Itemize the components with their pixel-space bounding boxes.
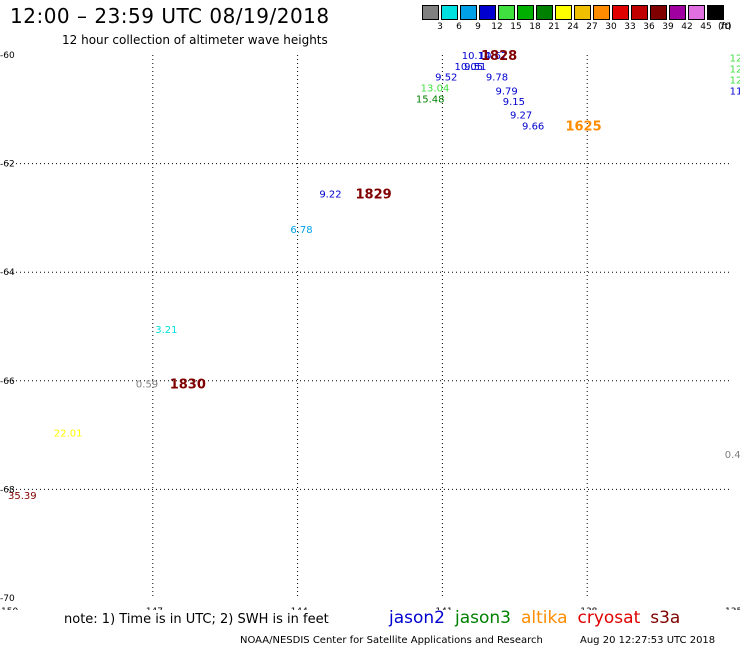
legend-item-jason3: jason3 bbox=[455, 608, 511, 628]
color-scale-swatch bbox=[631, 5, 648, 20]
chart-subtitle: 12 hour collection of altimeter wave hei… bbox=[62, 33, 328, 47]
wave-height-label: 9.22 bbox=[319, 189, 341, 200]
legend-item-cryosat: cryosat bbox=[577, 608, 641, 628]
wave-height-label: 9.66 bbox=[522, 122, 544, 133]
color-scale-label: 30 bbox=[605, 22, 617, 32]
wave-height-label: 9.78 bbox=[486, 73, 508, 84]
color-scale-unit: (ft) bbox=[718, 22, 732, 32]
x-tick-label: -144 bbox=[287, 607, 308, 610]
color-scale-label: 15 bbox=[510, 22, 522, 32]
wave-height-label: 22.01 bbox=[54, 428, 83, 439]
y-tick-label: -70 bbox=[0, 594, 15, 604]
color-scale-swatch bbox=[422, 5, 439, 20]
wave-height-label: 9.79 bbox=[495, 86, 517, 97]
y-tick-label: -66 bbox=[0, 377, 15, 387]
pass-time-label: 1830 bbox=[170, 378, 206, 393]
color-scale-label: 24 bbox=[567, 22, 579, 32]
y-tick-label: -60 bbox=[0, 51, 15, 61]
color-scale-label: 70 bbox=[719, 22, 731, 32]
color-scale-swatch bbox=[593, 5, 610, 20]
color-scale-label: 18 bbox=[529, 22, 541, 32]
color-scale-swatch bbox=[650, 5, 667, 20]
color-scale-label: 33 bbox=[624, 22, 636, 32]
chart-title: 12:00 – 23:59 UTC 08/19/2018 bbox=[10, 4, 330, 28]
wave-height-label: 12.2 bbox=[730, 65, 740, 76]
color-scale-swatch bbox=[707, 5, 724, 20]
color-scale-label: 3 bbox=[437, 22, 443, 32]
color-scale-swatch bbox=[498, 5, 515, 20]
wave-height-label: 9.52 bbox=[435, 73, 457, 84]
color-scale-label: 45 bbox=[700, 22, 712, 32]
x-tick-label: -138 bbox=[577, 607, 598, 610]
x-tick-label: -147 bbox=[143, 607, 163, 610]
pass-time-label: 1829 bbox=[356, 187, 392, 202]
plot-area: -150 -147 -144 -141 -138 -135 -60 -62 -64 -66 -68 -… bbox=[0, 49, 740, 610]
y-tick-label: -68 bbox=[0, 485, 15, 495]
wave-height-label: 9.27 bbox=[510, 111, 532, 122]
color-scale-swatch bbox=[688, 5, 705, 20]
x-tick-label: -141 bbox=[432, 607, 452, 610]
color-scale-swatch bbox=[555, 5, 572, 20]
wave-height-label: 3.21 bbox=[155, 325, 177, 336]
color-scale-swatch bbox=[479, 5, 496, 20]
color-scale-label: 21 bbox=[548, 22, 560, 32]
color-scale-label: 12 bbox=[491, 22, 503, 32]
color-scale-label: 42 bbox=[681, 22, 693, 32]
wave-height-label: 15.48 bbox=[416, 94, 445, 105]
wave-height-label: 6.78 bbox=[290, 225, 312, 236]
wave-height-label: 11.47 bbox=[730, 86, 740, 97]
color-scale-label: 6 bbox=[456, 22, 462, 32]
wave-height-label: 0.59 bbox=[136, 380, 158, 391]
pass-time-label: 1625 bbox=[565, 120, 601, 135]
color-scale-swatch bbox=[574, 5, 591, 20]
color-scale-swatch bbox=[612, 5, 629, 20]
legend-item-altika: altika bbox=[521, 608, 568, 628]
wave-height-label: 13.04 bbox=[421, 84, 450, 95]
color-scale-swatch bbox=[460, 5, 477, 20]
color-scale-swatch bbox=[441, 5, 458, 20]
wave-height-label: 9.51 bbox=[464, 62, 486, 73]
color-scale-swatch bbox=[517, 5, 534, 20]
wave-height-label: 12.1 bbox=[730, 54, 740, 65]
color-scale-label: 39 bbox=[662, 22, 674, 32]
color-scale-swatch bbox=[536, 5, 553, 20]
y-tick-label: -62 bbox=[0, 160, 15, 170]
wave-height-label: 10.05 bbox=[454, 62, 483, 73]
wave-height-label: 35.39 bbox=[8, 491, 37, 502]
color-scale-label: 9 bbox=[475, 22, 481, 32]
wave-height-label: 10.67 bbox=[479, 51, 508, 62]
legend-item-s3a: s3a bbox=[650, 608, 681, 628]
color-scale-label: 36 bbox=[643, 22, 655, 32]
generation-timestamp: Aug 20 12:27:53 UTC 2018 bbox=[580, 635, 716, 646]
pass-time-label: 1828 bbox=[481, 49, 517, 64]
x-tick-label: -150 bbox=[0, 607, 18, 610]
wave-height-label: 0.43 bbox=[725, 450, 740, 461]
x-tick-label: -135 bbox=[722, 607, 740, 610]
credit-line: NOAA/NESDIS Center for Satellite Applica… bbox=[240, 635, 543, 646]
wave-height-label: 10.14 bbox=[462, 51, 491, 62]
wave-height-label: 12.4 bbox=[730, 75, 740, 86]
satellite-legend: jason2 jason3 altika cryosat s3a bbox=[389, 608, 690, 628]
color-scale-label: 27 bbox=[586, 22, 598, 32]
wave-height-label: 9.15 bbox=[503, 97, 525, 108]
footer-note: note: 1) Time is in UTC; 2) SWH is in fe… bbox=[64, 612, 329, 627]
y-tick-label: -64 bbox=[0, 268, 15, 278]
legend-item-jason2: jason2 bbox=[389, 608, 445, 628]
color-scale-swatch bbox=[669, 5, 686, 20]
